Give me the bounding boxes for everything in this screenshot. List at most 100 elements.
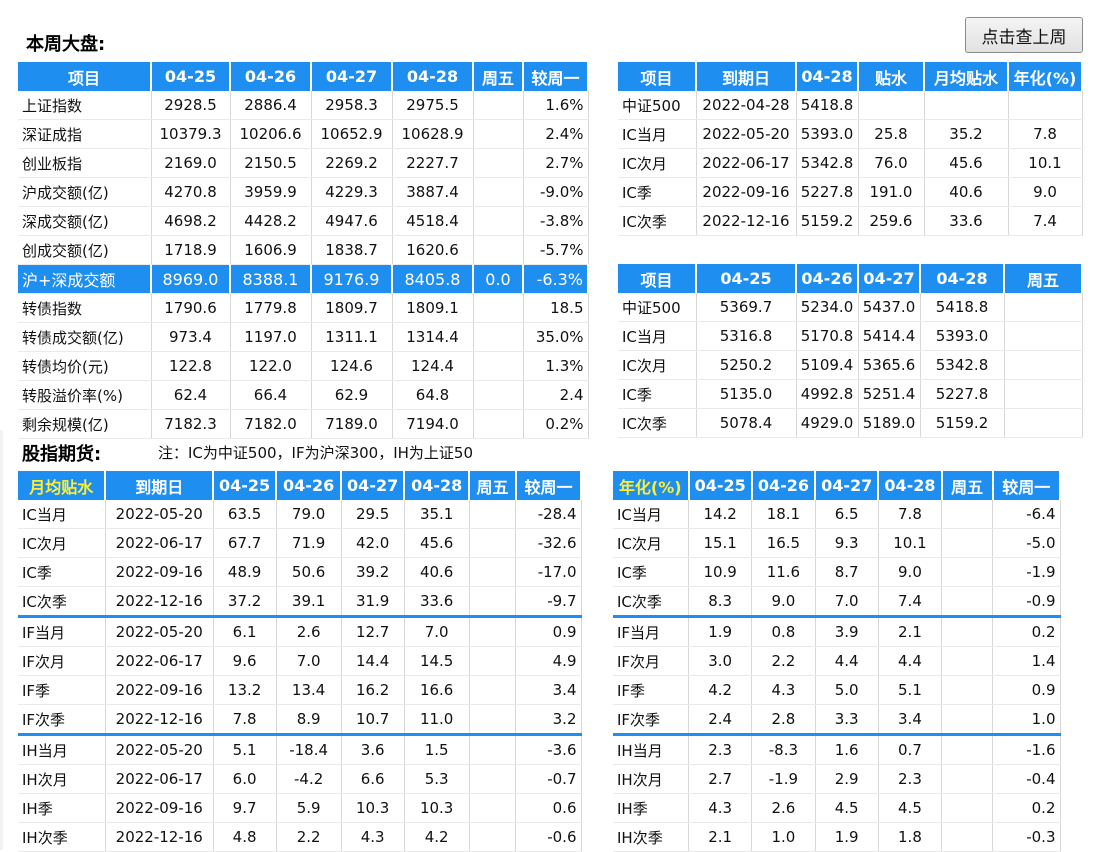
table-cell: 10.1 — [878, 528, 943, 558]
column-header: 项目 — [618, 264, 697, 293]
table-cell: 122.8 — [151, 351, 231, 381]
futures-title: 股指期货: — [22, 444, 102, 465]
table-cell: 3.4 — [515, 675, 582, 705]
table-cell: 5393.0 — [920, 321, 1005, 351]
table-cell: -3.8% — [523, 206, 589, 236]
table-cell — [469, 586, 517, 618]
ic-prices-table: 项目 04-25 04-26 04-27 04-28 周五 中证500 5369.7 5234.… — [618, 264, 1083, 438]
table-cell: 2022-12-16 — [696, 206, 797, 236]
table-cell: 15.1 — [688, 528, 753, 558]
table-cell: 16.6 — [404, 675, 470, 705]
table-row: IF季 2022-09-16 13.2 13.4 16.2 16.6 3.4 — [18, 675, 582, 705]
table-row: IC当月 5316.8 5170.8 5414.4 5393.0 — [618, 321, 1083, 351]
view-last-week-button[interactable]: 点击查上周 — [965, 17, 1083, 53]
table-cell: 2022-04-28 — [696, 91, 797, 120]
table-cell — [473, 380, 524, 410]
table-cell: -28.4 — [515, 500, 582, 529]
table-cell: 9.0 — [878, 557, 943, 587]
table-cell: 0.9 — [992, 675, 1061, 705]
table-cell: 3959.9 — [230, 177, 312, 207]
table-cell: 5189.0 — [858, 408, 921, 438]
table-cell: 8.3 — [688, 586, 753, 618]
table-cell: 2022-09-16 — [696, 177, 797, 207]
table-row: 剩余规模(亿) 7182.3 7182.0 7189.0 7194.0 0.2% — [18, 409, 589, 439]
table-cell: 5437.0 — [858, 293, 921, 322]
table-cell: 7182.0 — [230, 409, 312, 439]
table-cell: 0.2% — [523, 409, 589, 439]
table-cell: 10379.3 — [151, 119, 231, 149]
table-row: IH当月 2022-05-20 5.1 -18.4 3.6 1.5 -3.6 — [18, 734, 582, 765]
table-cell: 8969.0 — [151, 264, 231, 294]
column-header: 04-26 — [276, 471, 343, 500]
table-cell — [473, 322, 524, 352]
column-header: 到期日 — [105, 471, 215, 500]
column-header: 年化(%) — [1008, 62, 1083, 91]
table-cell: 1197.0 — [230, 322, 312, 352]
table-row: IF次月 3.0 2.2 4.4 4.4 1.4 — [613, 646, 1061, 676]
table-cell: 1.8 — [878, 822, 943, 852]
table-cell: 2.7 — [688, 764, 753, 794]
table-cell: 35.1 — [404, 500, 470, 529]
table-cell: 2.8 — [751, 704, 816, 736]
ic-basis-table: 项目 到期日 04-28 贴水 月均贴水 年化(%) 中证500 2022-04-28 5418… — [618, 62, 1083, 236]
table-cell: 7.4 — [878, 586, 943, 618]
table-cell: 39.1 — [276, 586, 342, 618]
table-cell: 2022-12-16 — [105, 822, 214, 852]
table-cell: 2022-05-20 — [696, 119, 797, 149]
table-cell: 31.9 — [341, 586, 405, 618]
table-cell: 13.4 — [276, 675, 342, 705]
table-cell: 10206.6 — [230, 119, 312, 149]
table-cell: 2022-06-17 — [105, 528, 214, 558]
table-cell: 5170.8 — [796, 321, 859, 351]
table-cell: 11.6 — [751, 557, 816, 587]
table-cell: 7.8 — [1008, 119, 1083, 149]
table-cell: 3.3 — [815, 704, 879, 736]
table-cell — [1008, 91, 1083, 120]
row-label: 转债均价(元) — [18, 351, 152, 381]
table-cell: 2.1 — [878, 616, 943, 647]
table-cell: 7.0 — [276, 646, 342, 676]
table-cell: 124.6 — [311, 351, 393, 381]
table-cell — [1004, 350, 1083, 380]
table-cell: 122.0 — [230, 351, 312, 381]
column-header: 04-28 — [878, 471, 943, 500]
table-cell — [1004, 408, 1083, 438]
table-cell — [473, 148, 524, 178]
table-cell: 9.6 — [213, 646, 277, 676]
table-cell: 4.3 — [341, 822, 405, 852]
table-cell: 79.0 — [276, 500, 342, 529]
table-cell: 1718.9 — [151, 235, 231, 265]
table-cell: 25.8 — [858, 119, 925, 149]
table-cell: 9.3 — [815, 528, 879, 558]
column-header: 较周一 — [992, 471, 1062, 500]
table-cell: 10.9 — [688, 557, 753, 587]
table-cell: 4698.2 — [151, 206, 231, 236]
table-cell — [941, 586, 994, 618]
table-cell: -1.9 — [992, 557, 1061, 587]
table-cell: 1.6 — [815, 734, 879, 765]
table-cell: 191.0 — [858, 177, 925, 207]
table-cell: 42.0 — [341, 528, 405, 558]
table-cell: -3.6 — [515, 734, 582, 765]
table-cell: 5251.4 — [858, 379, 921, 409]
column-header: 项目 — [618, 62, 697, 91]
table-cell: 33.6 — [404, 586, 470, 618]
table-cell: 5234.0 — [796, 293, 859, 322]
column-header: 04-28 — [796, 62, 859, 91]
table-cell: 40.6 — [404, 557, 470, 587]
table-cell: 5316.8 — [696, 321, 797, 351]
table-row: IF次季 2022-12-16 7.8 8.9 10.7 11.0 3.2 — [18, 704, 582, 736]
table-cell: 2886.4 — [230, 91, 312, 120]
table-cell: 2.6 — [751, 793, 816, 823]
table-cell: 5109.4 — [796, 350, 859, 380]
table-header-row: 年化(%) 04-25 04-26 04-27 04-28 周五 较周一 — [613, 471, 1062, 500]
table-cell: 2022-09-16 — [105, 793, 214, 823]
table-cell: 5078.4 — [696, 408, 797, 438]
column-header: 月均贴水 — [924, 62, 1009, 91]
table-row: IC当月 2022-05-20 63.5 79.0 29.5 35.1 -28.4 — [18, 500, 582, 529]
column-header: 较周一 — [515, 471, 583, 500]
table-cell: 973.4 — [151, 322, 231, 352]
table-cell: 2022-05-20 — [105, 500, 214, 529]
table-cell: 9.0 — [751, 586, 816, 618]
table-cell: 0.6 — [515, 793, 582, 823]
